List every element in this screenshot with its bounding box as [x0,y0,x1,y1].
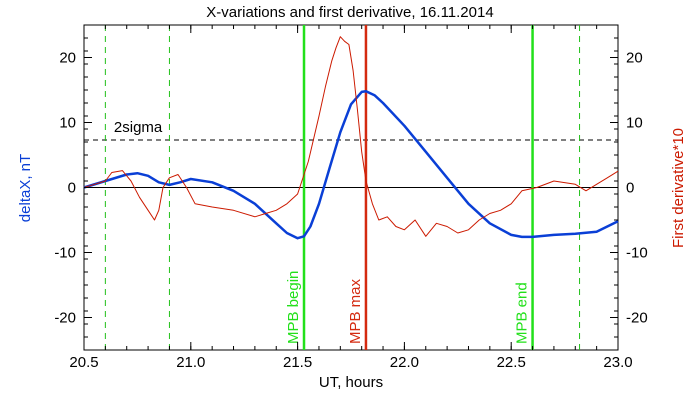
x-tick-label: 22.5 [497,354,526,371]
y-tick-label-left: 0 [68,180,76,197]
x-tick-label: 20.5 [69,354,98,371]
y-tick-label-right: -20 [626,310,648,327]
y-tick-label-left: -20 [54,310,76,327]
x-tick-label: 23.0 [603,354,632,371]
marker-label-mpb-max: MPB max [347,278,364,344]
threshold-label: 2sigma [114,119,163,136]
series-line-deltaX [83,90,619,240]
marker-label-mpb-end: MPB end [514,282,531,344]
y-tick-label-right: -10 [626,245,648,262]
marker-label-mpb-begin: MPB begin [285,271,302,344]
y-axis-label-left: deltaX, nT [17,154,34,222]
axis-ticks: 20.5 21.0 21.5 22.0 22.5 23.0 -20 -20 -10 -10 0 0 10… [54,24,648,371]
series-line-derivative [83,36,619,237]
y-tick-label-right: 0 [626,180,634,197]
x-tick-label: 21.5 [283,354,312,371]
y-tick-label-left: 10 [59,115,76,132]
y-tick-label-left: -10 [54,245,76,262]
y-tick-label-right: 20 [626,50,643,67]
y-tick-label-left: 20 [59,50,76,67]
y-axis-label-right: First derivative*10 [670,128,687,248]
chart-title: X-variations and first derivative, 16.11… [206,4,493,21]
x-tick-label: 22.0 [390,354,419,371]
y-tick-label-right: 10 [626,115,643,132]
x-axis-label: UT, hours [319,374,383,391]
x-tick-label: 21.0 [176,354,205,371]
plot-marks: 2sigma MPB begin MPB max MPB end [83,25,619,350]
